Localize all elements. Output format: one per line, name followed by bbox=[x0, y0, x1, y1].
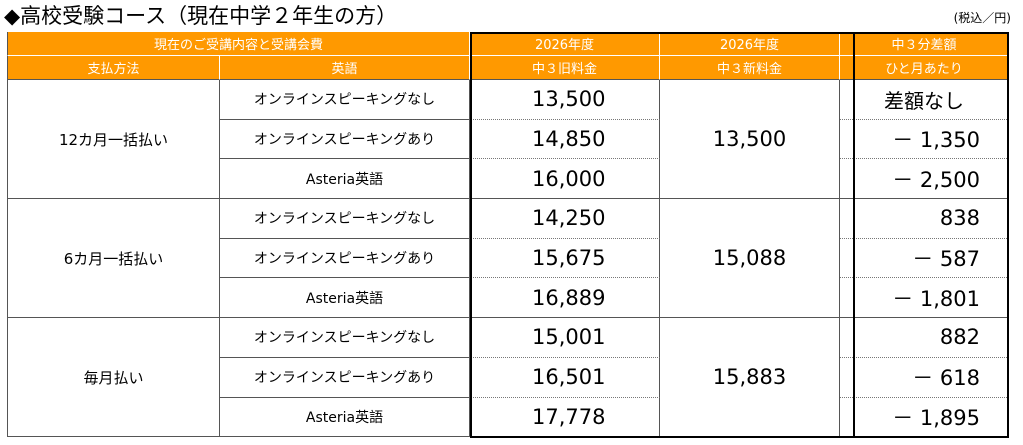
tax-note: (税込／円) bbox=[953, 11, 1011, 25]
old-fee-cell: 16,889 bbox=[470, 278, 660, 319]
diff-cell: － 1,801 bbox=[840, 278, 1009, 319]
old-fee-cell: 13,500 bbox=[470, 80, 660, 120]
old-fee-cell: 15,675 bbox=[470, 238, 660, 279]
diff-cell: － 587 bbox=[840, 238, 1009, 279]
payment-method-cell: 12カ月一括払い bbox=[7, 80, 220, 200]
diff-cell: 差額なし bbox=[840, 80, 1009, 120]
header-new-fee-year: 2026年度 bbox=[660, 32, 840, 56]
diff-cell: － 2,500 bbox=[840, 159, 1009, 200]
old-fee-cell: 14,850 bbox=[470, 119, 660, 160]
english-option-cell: オンラインスピーキングなし bbox=[220, 318, 470, 358]
old-fee-cell: 17,778 bbox=[470, 397, 660, 438]
english-option-cell: Asteria英語 bbox=[220, 278, 470, 319]
diff-cell: － 1,895 bbox=[840, 397, 1009, 438]
header-diff-per-month: ひと月あたり bbox=[840, 56, 1009, 80]
old-fee-cell: 16,000 bbox=[470, 159, 660, 200]
header-current-course: 現在のご受講内容と受講会費 bbox=[7, 32, 470, 56]
new-fee-cell: 15,883 bbox=[660, 318, 840, 438]
english-option-cell: オンラインスピーキングなし bbox=[220, 80, 470, 120]
english-option-cell: オンラインスピーキングあり bbox=[220, 238, 470, 279]
diff-cell: － 618 bbox=[840, 357, 1009, 398]
diff-cell: 838 bbox=[840, 199, 1009, 239]
diff-cell: － 1,350 bbox=[840, 119, 1009, 160]
page-title: ◆高校受験コース（現在中学２年生の方） bbox=[4, 4, 398, 28]
old-fee-cell: 14,250 bbox=[470, 199, 660, 239]
header-payment-method: 支払方法 bbox=[7, 56, 220, 80]
header-old-fee: 中３旧料金 bbox=[470, 56, 660, 80]
english-option-cell: オンラインスピーキングなし bbox=[220, 199, 470, 239]
payment-method-cell: 毎月払い bbox=[7, 318, 220, 438]
header-diff-title: 中３分差額 bbox=[840, 32, 1009, 56]
payment-method-cell: 6カ月一括払い bbox=[7, 199, 220, 319]
new-fee-cell: 15,088 bbox=[660, 199, 840, 319]
english-option-cell: オンラインスピーキングあり bbox=[220, 119, 470, 160]
old-fee-cell: 16,501 bbox=[470, 357, 660, 398]
old-fee-cell: 15,001 bbox=[470, 318, 660, 358]
header-old-fee-year: 2026年度 bbox=[470, 32, 660, 56]
new-fee-cell: 13,500 bbox=[660, 80, 840, 200]
fee-table: 現在のご受講内容と受講会費 2026年度 2026年度 中３分差額 支払方法 英… bbox=[7, 32, 1009, 438]
header-english: 英語 bbox=[220, 56, 470, 80]
english-option-cell: オンラインスピーキングあり bbox=[220, 357, 470, 398]
header-new-fee: 中３新料金 bbox=[660, 56, 840, 80]
diff-cell: 882 bbox=[840, 318, 1009, 358]
english-option-cell: Asteria英語 bbox=[220, 159, 470, 200]
english-option-cell: Asteria英語 bbox=[220, 397, 470, 438]
